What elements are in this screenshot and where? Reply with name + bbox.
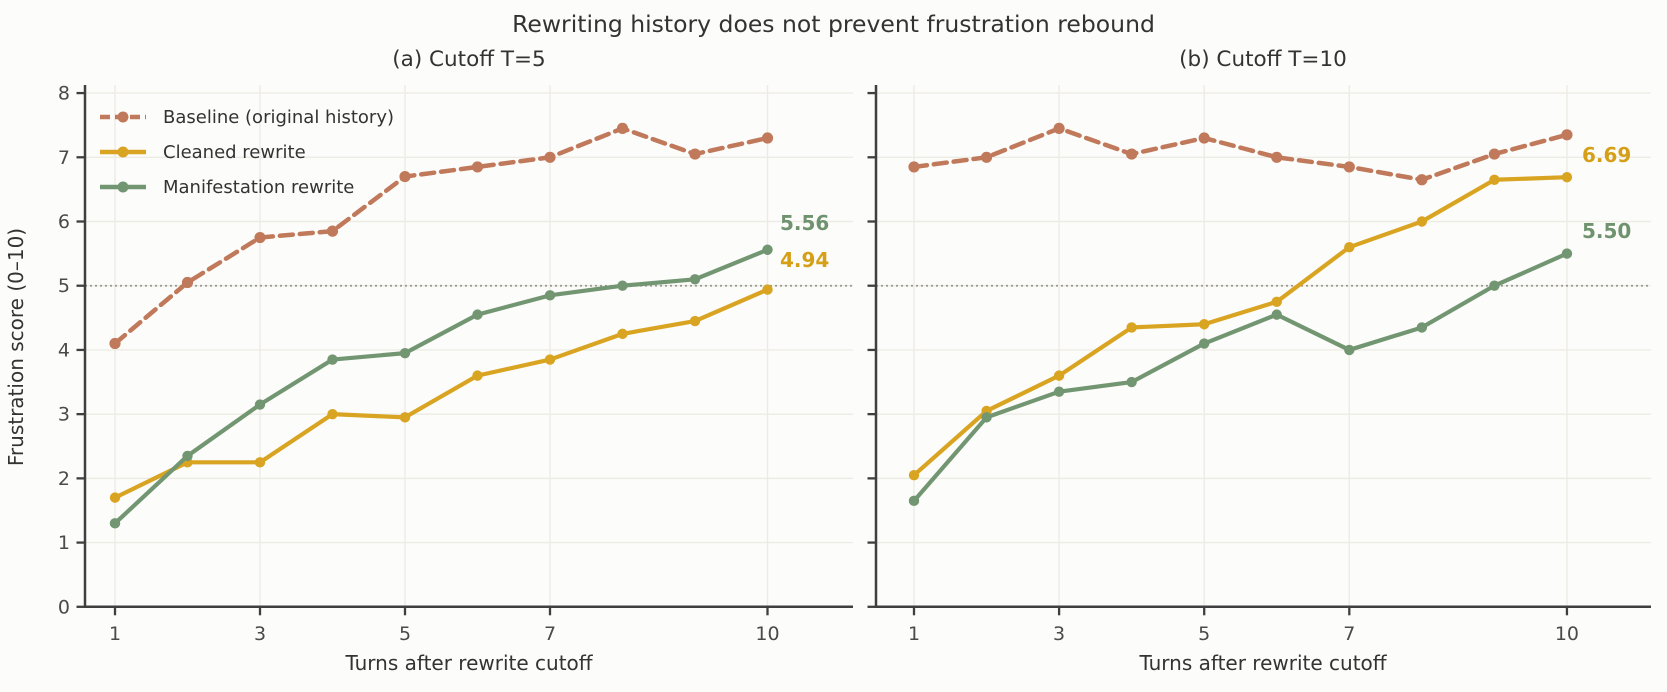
subplot-a-title: (a) Cutoff T=5 — [392, 47, 546, 72]
svg-text:7: 7 — [1343, 623, 1355, 645]
svg-text:5: 5 — [58, 275, 70, 297]
svg-text:1: 1 — [109, 623, 121, 645]
svg-text:7: 7 — [544, 623, 556, 645]
svg-text:5: 5 — [399, 623, 411, 645]
svg-text:10: 10 — [755, 623, 779, 645]
cleaned-line-marker-icon — [100, 146, 146, 158]
baseline-line-marker-icon — [100, 111, 146, 123]
legend: Baseline (original history) Cleaned rewr… — [98, 104, 394, 200]
x-axis-label-b: Turns after rewrite cutoff — [1139, 651, 1387, 675]
value-label-manifestation-b: 5.50 — [1582, 219, 1632, 243]
svg-text:6: 6 — [58, 211, 70, 233]
subplot-b-title: (b) Cutoff T=10 — [1179, 47, 1347, 72]
svg-text:3: 3 — [1053, 623, 1065, 645]
value-label-cleaned-a: 4.94 — [780, 248, 830, 272]
figure-title: Rewriting history does not prevent frust… — [512, 10, 1155, 38]
legend-item-cleaned: Cleaned rewrite — [98, 139, 394, 165]
legend-label: Manifestation rewrite — [163, 176, 355, 198]
x-axis-label-a: Turns after rewrite cutoff — [345, 651, 593, 675]
legend-item-manifestation: Manifestation rewrite — [98, 174, 394, 200]
svg-text:1: 1 — [908, 623, 920, 645]
svg-text:5: 5 — [1198, 623, 1210, 645]
manifestation-line-marker-icon — [100, 181, 146, 193]
value-label-manifestation-a: 5.56 — [780, 211, 830, 235]
svg-text:2: 2 — [58, 468, 70, 490]
svg-text:0: 0 — [58, 596, 70, 618]
svg-text:8: 8 — [58, 83, 70, 105]
legend-label: Cleaned rewrite — [163, 141, 306, 163]
svg-text:7: 7 — [58, 147, 70, 169]
svg-text:3: 3 — [254, 623, 266, 645]
value-label-cleaned-b: 6.69 — [1582, 143, 1632, 167]
svg-text:10: 10 — [1555, 623, 1579, 645]
svg-text:1: 1 — [58, 532, 70, 554]
legend-label: Baseline (original history) — [163, 106, 394, 128]
legend-item-baseline: Baseline (original history) — [98, 104, 394, 130]
svg-text:4: 4 — [58, 339, 70, 361]
svg-text:3: 3 — [58, 404, 70, 426]
y-axis-label: Frustration score (0–10) — [4, 227, 28, 467]
